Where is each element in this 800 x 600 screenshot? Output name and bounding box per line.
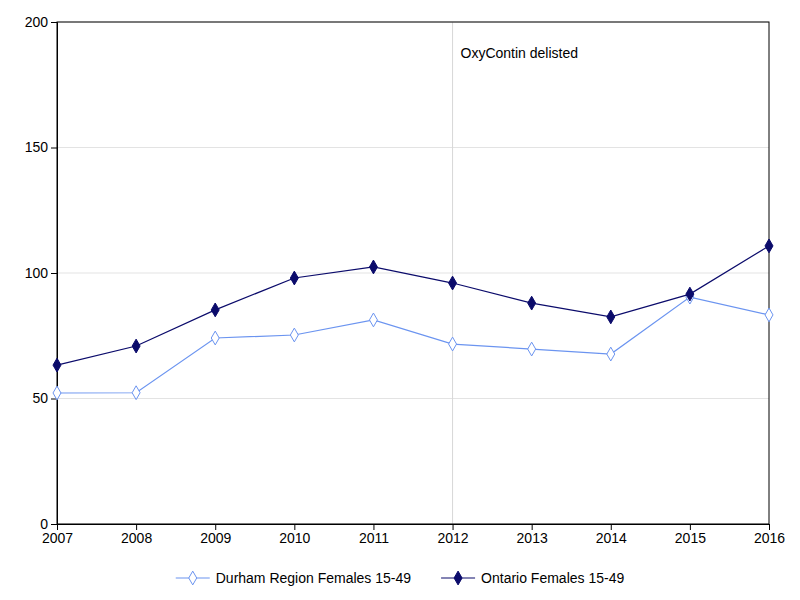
y-tick-label: 150	[25, 139, 49, 155]
data-point	[765, 239, 773, 253]
y-tick-label: 50	[32, 390, 48, 406]
x-tick-label: 2016	[754, 530, 785, 546]
x-tick-label: 2009	[200, 530, 231, 546]
data-point	[449, 337, 457, 351]
legend-marker	[189, 571, 197, 585]
grid-line	[57, 398, 769, 399]
legend-marker	[454, 571, 462, 585]
data-point	[211, 331, 219, 345]
x-tick: 2016	[754, 524, 785, 546]
x-tick: 2014	[596, 524, 627, 546]
y-tick: 200	[25, 14, 57, 30]
series-group	[53, 239, 773, 400]
grid-line	[57, 147, 769, 148]
data-point	[449, 276, 457, 290]
legend-item: Durham Region Females 15-49	[176, 570, 412, 586]
data-point	[211, 303, 219, 317]
data-point	[607, 347, 615, 361]
x-axis-line	[58, 525, 770, 531]
y-tick-mark	[51, 273, 57, 274]
x-tick: 2010	[279, 524, 310, 546]
data-point	[369, 313, 377, 327]
data-point	[686, 287, 694, 301]
x-tick-label: 2012	[437, 530, 468, 546]
data-point	[290, 271, 298, 285]
data-point	[53, 386, 61, 400]
series-line	[57, 246, 769, 365]
data-point	[290, 328, 298, 342]
y-tick: 0	[40, 516, 57, 532]
x-tick: 2011	[359, 524, 389, 546]
grid-line	[57, 273, 769, 274]
y-tick: 100	[25, 265, 57, 281]
x-tick: 2015	[675, 524, 706, 546]
legend-label: Ontario Females 15-49	[481, 570, 624, 586]
data-point	[528, 296, 536, 310]
legend-item: Ontario Females 15-49	[441, 570, 624, 586]
x-tick: 2009	[200, 524, 231, 546]
x-tick: 2012	[437, 524, 468, 546]
chart: OxyContin delisted2007200820092010201120…	[0, 0, 800, 600]
plot: OxyContin delisted2007200820092010201120…	[25, 14, 786, 546]
data-point	[132, 339, 140, 353]
x-axis: 2007 2008 2009 2010 2011 2012 2013 2014 2015 2016	[42, 524, 785, 546]
x-tick-label: 2010	[279, 530, 310, 546]
plot-frame	[57, 22, 769, 524]
x-tick-label: 2015	[675, 530, 706, 546]
legend-label: Durham Region Females 15-49	[216, 570, 412, 586]
y-tick-label: 200	[25, 14, 49, 30]
x-tick: 2013	[517, 524, 548, 546]
data-point	[607, 310, 615, 324]
annotation: OxyContin delisted	[461, 45, 579, 61]
y-axis: 0 50 100 150 200	[25, 14, 58, 532]
x-tick-label: 2011	[359, 530, 389, 546]
grid	[57, 22, 769, 524]
data-point	[528, 342, 536, 356]
y-tick-mark	[51, 22, 57, 23]
y-tick: 150	[25, 139, 57, 155]
data-point	[369, 260, 377, 274]
legend: Durham Region Females 15-49 Ontario Femal…	[176, 570, 625, 586]
x-tick-label: 2008	[121, 530, 152, 546]
y-axis-line	[51, 23, 58, 525]
x-tick-label: 2007	[42, 530, 73, 546]
y-tick-label: 100	[25, 265, 49, 281]
y-tick-mark	[51, 148, 57, 149]
x-tick-label: 2014	[596, 530, 627, 546]
data-point	[765, 308, 773, 322]
data-point	[53, 358, 61, 372]
x-tick: 2008	[121, 524, 152, 546]
y-tick-label: 0	[40, 516, 48, 532]
x-tick-label: 2013	[517, 530, 548, 546]
series-line	[57, 297, 769, 393]
annotation-line	[452, 22, 453, 524]
data-point	[132, 386, 140, 400]
y-tick-mark	[51, 524, 57, 525]
